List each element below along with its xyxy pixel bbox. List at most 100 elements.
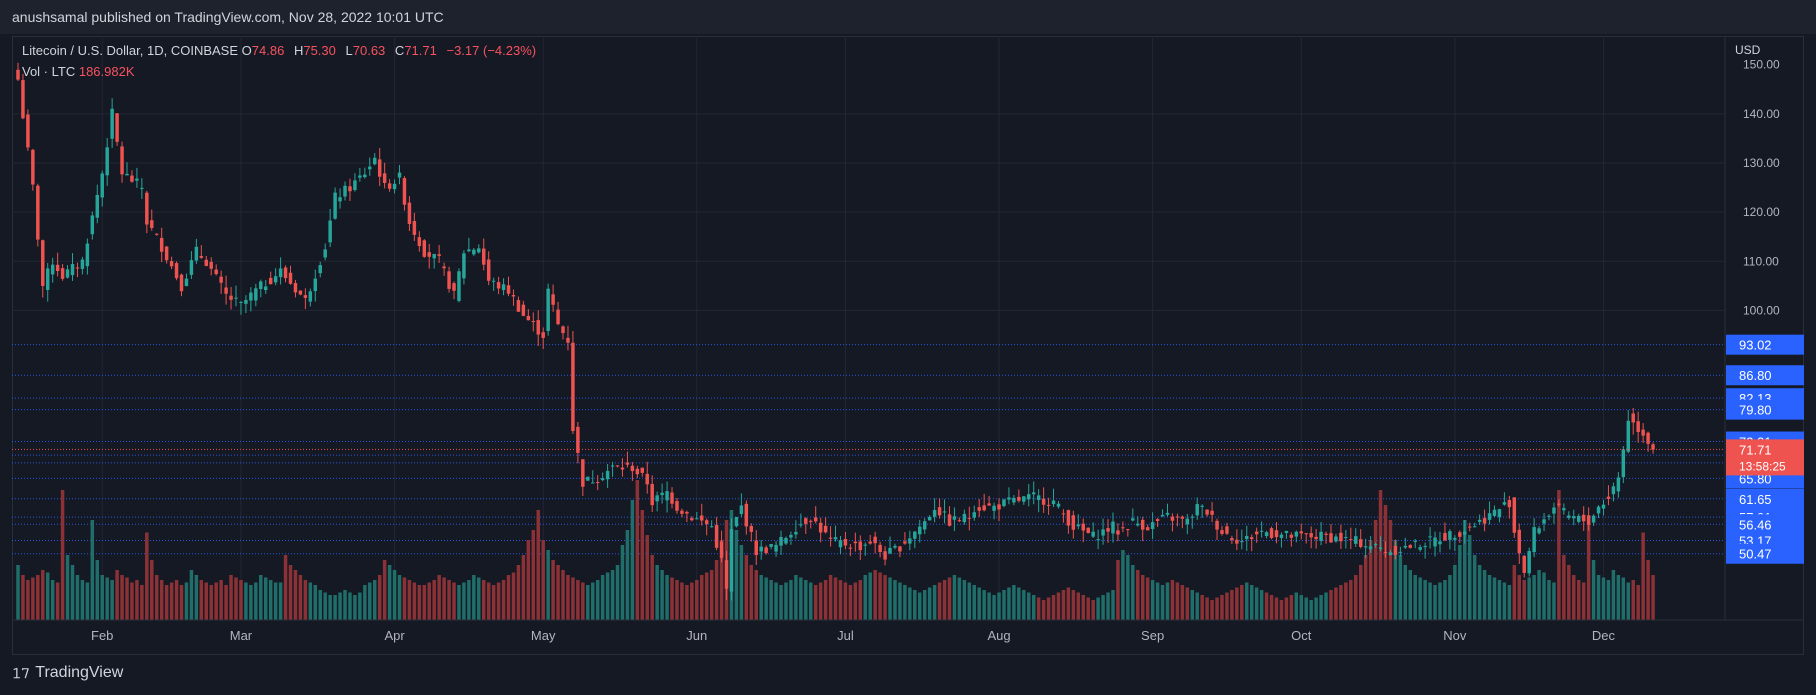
candle-body xyxy=(799,524,803,526)
x-tick-label: Aug xyxy=(987,628,1010,643)
volume-label[interactable]: Vol · LTC xyxy=(22,64,76,79)
volume-bar xyxy=(1041,600,1046,620)
candle-body xyxy=(1497,509,1502,518)
volume-bar xyxy=(80,580,85,620)
volume-bar xyxy=(551,560,555,620)
volume-bar xyxy=(244,582,248,620)
volume-bar xyxy=(997,592,1001,620)
chart-frame[interactable] xyxy=(12,36,1804,655)
candle-body xyxy=(491,280,496,282)
volume-bar xyxy=(1329,590,1333,620)
volume-bar xyxy=(1388,520,1393,620)
volume-bar xyxy=(1368,540,1373,620)
candle-body xyxy=(1586,515,1591,525)
candle-body xyxy=(75,267,80,269)
volume-bar xyxy=(115,570,119,620)
candle-body xyxy=(1086,527,1090,534)
volume-bar xyxy=(1150,580,1155,620)
volume-bar xyxy=(1235,587,1239,620)
volume-bar xyxy=(605,572,610,620)
currency-label[interactable]: USD xyxy=(1735,43,1761,57)
candle-body xyxy=(333,192,337,219)
candle-body xyxy=(1641,429,1645,436)
volume-bar xyxy=(630,500,635,620)
volume-bar xyxy=(1542,572,1546,620)
candle-body xyxy=(1264,532,1269,537)
volume-bar xyxy=(516,565,521,620)
volume-bar xyxy=(1621,577,1626,620)
volume-bar xyxy=(407,580,412,620)
candle-body xyxy=(670,492,674,504)
volume-bar xyxy=(308,582,313,620)
volume-bar xyxy=(863,575,867,620)
candle-body xyxy=(95,194,100,218)
candle-body xyxy=(1007,497,1011,500)
volume-bar xyxy=(169,582,174,620)
candle-body xyxy=(1066,510,1071,526)
volume-bar xyxy=(1185,587,1190,620)
volume-bar xyxy=(1532,575,1536,620)
current-price-tag xyxy=(1726,439,1804,476)
volume-bar xyxy=(323,592,327,620)
candle-body xyxy=(828,537,833,539)
volume-bar xyxy=(313,585,318,620)
candle-body xyxy=(1358,539,1363,547)
volume-bar xyxy=(477,577,481,620)
tradingview-footer[interactable]: 𝟷𝟽 TradingView xyxy=(12,664,123,682)
volume-bar xyxy=(140,585,144,620)
volume-bar xyxy=(184,582,189,620)
volume-bar xyxy=(457,585,461,620)
candle-body xyxy=(888,547,892,554)
candle-body xyxy=(164,246,169,261)
candle-body xyxy=(358,175,362,178)
volume-bar xyxy=(987,592,991,620)
candle-body xyxy=(1140,519,1145,530)
candle-body xyxy=(407,202,412,225)
candle-body xyxy=(1522,555,1526,573)
volume-bar xyxy=(31,577,35,620)
candle-body xyxy=(1324,533,1328,535)
candle-body xyxy=(100,173,104,198)
candle-body xyxy=(1131,518,1135,521)
volume-bar xyxy=(690,582,694,620)
candle-body xyxy=(1210,510,1214,515)
candle-body xyxy=(1532,527,1536,553)
candle-body xyxy=(913,531,917,539)
volume-bar xyxy=(1433,585,1437,620)
open-label: O xyxy=(241,43,252,58)
candle-body xyxy=(1507,500,1512,508)
candle-body xyxy=(422,240,427,257)
candle-body xyxy=(967,517,972,519)
volume-bar xyxy=(249,585,253,620)
candle-body xyxy=(303,295,308,298)
volume-bar xyxy=(437,575,441,620)
symbol-title[interactable]: Litecoin / U.S. Dollar, 1D, COINBASE xyxy=(22,43,239,58)
y-tick-label: 120.00 xyxy=(1743,205,1780,219)
candle-body xyxy=(581,459,585,487)
volume-bar xyxy=(1373,520,1378,620)
volume-bar xyxy=(536,510,540,620)
volume-bar xyxy=(338,592,342,620)
volume-bar xyxy=(224,585,228,620)
candle-body xyxy=(610,465,615,467)
volume-bar xyxy=(333,595,337,620)
volume-bar xyxy=(154,575,159,620)
volume-bar xyxy=(239,580,243,620)
candle-body xyxy=(264,286,268,291)
volume-bar xyxy=(125,577,129,620)
candle-body xyxy=(412,221,417,235)
volume-bar xyxy=(878,572,882,620)
volume-bar xyxy=(610,570,615,620)
volume-bar xyxy=(462,582,466,620)
candle-body xyxy=(1537,528,1541,534)
volume-bar xyxy=(581,582,585,620)
volume-bar xyxy=(1576,580,1581,620)
y-tick-label: 140.00 xyxy=(1743,107,1780,121)
candle-body xyxy=(323,249,327,258)
candle-body xyxy=(779,536,783,546)
volume-bar xyxy=(883,575,887,620)
publisher-text: anushsamal published on TradingView.com,… xyxy=(12,9,444,25)
current-price-label: 71.71 xyxy=(1739,442,1772,457)
volume-bar xyxy=(858,580,863,620)
